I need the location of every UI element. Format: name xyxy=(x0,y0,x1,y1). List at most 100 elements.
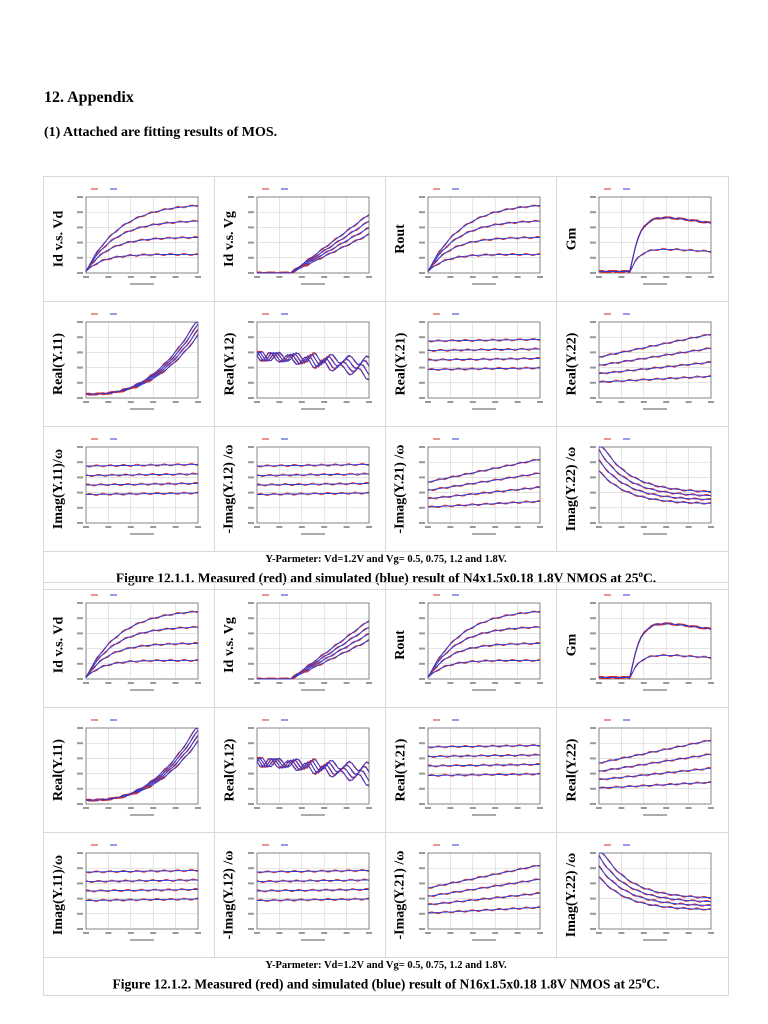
series-simulated xyxy=(428,358,540,361)
series-simulated xyxy=(598,449,711,496)
tick-label xyxy=(248,272,254,274)
tick-label xyxy=(276,526,283,528)
plot-cell: Imag(Y.11)/ω xyxy=(44,833,215,958)
tick-label xyxy=(419,897,425,900)
tick-label xyxy=(419,446,425,448)
series-measured xyxy=(256,869,370,874)
plot-grid: Id v.s. Vd Id v.s. Vg Rout Gm Real(Y.11) Real… xyxy=(44,177,728,552)
plot-svg xyxy=(77,594,201,691)
tick-label xyxy=(343,932,350,934)
series-simulated xyxy=(598,767,712,781)
tick-label xyxy=(248,678,254,680)
plot-frame xyxy=(256,727,370,805)
plot-cell: Gm xyxy=(557,177,728,302)
tick-label xyxy=(447,401,454,403)
tick-label xyxy=(276,932,283,934)
series-simulated xyxy=(257,879,369,882)
tick-label xyxy=(708,276,714,278)
tick-label xyxy=(419,256,425,259)
plot-label-text: Imag(Y.11)/ω xyxy=(51,448,66,530)
series-simulated xyxy=(257,473,369,476)
axis-label xyxy=(472,689,496,691)
tick-label xyxy=(590,602,596,604)
series-simulated xyxy=(427,205,541,272)
tick-label xyxy=(127,807,134,809)
tick-label xyxy=(321,526,328,528)
tick-label xyxy=(590,867,596,870)
axis-label xyxy=(130,283,154,285)
tick-label xyxy=(105,932,112,934)
figure-params: Y-Parmeter: Vd=1.2V and Vg= 0.5, 0.75, 1… xyxy=(265,554,507,565)
plot-label: Rout xyxy=(390,583,412,707)
tick-label xyxy=(150,807,157,809)
plot-cell: Id v.s. Vg xyxy=(215,583,386,708)
plot-label: -Imag(Y.12) /ω xyxy=(219,833,241,957)
tick-label xyxy=(419,272,425,274)
tick-label xyxy=(514,807,521,809)
plot-svg xyxy=(590,844,714,941)
series-simulated xyxy=(599,248,712,272)
tick-label xyxy=(596,807,602,809)
plot-svg xyxy=(248,438,372,535)
tick-label xyxy=(640,807,647,809)
plot-label: Imag(Y.11)/ω xyxy=(48,833,70,957)
plot-label-text: Real(Y.11) xyxy=(51,332,66,396)
tick-label xyxy=(150,932,157,934)
series-simulated xyxy=(86,464,198,467)
tick-label xyxy=(248,476,254,479)
series-measured xyxy=(427,338,541,343)
axis-label xyxy=(301,533,325,535)
tick-label xyxy=(590,366,596,369)
tick-label xyxy=(77,211,83,214)
tick-label xyxy=(419,476,425,479)
series-simulated xyxy=(427,472,541,491)
tick-label xyxy=(590,226,596,229)
tick-label xyxy=(640,401,647,403)
tick-label xyxy=(127,526,134,528)
tick-label xyxy=(640,276,647,278)
tick-label xyxy=(172,932,179,934)
tick-label xyxy=(248,211,254,214)
plot-label-text: Real(Y.21) xyxy=(393,332,408,396)
tick-label xyxy=(419,912,425,915)
tick-label xyxy=(537,276,543,278)
series-simulated xyxy=(428,348,540,351)
plot-svg xyxy=(590,313,714,410)
tick-label xyxy=(172,682,179,684)
tick-label xyxy=(77,506,83,509)
tick-label xyxy=(419,787,425,790)
plot-label-text: -Imag(Y.21) /ω xyxy=(393,444,409,534)
tick-label xyxy=(685,526,692,528)
tick-label xyxy=(77,366,83,369)
series-measured xyxy=(598,876,712,911)
tick-label xyxy=(248,226,254,229)
tick-label xyxy=(248,882,254,885)
plot-frame xyxy=(427,446,541,524)
tick-label xyxy=(366,526,372,528)
tick-label xyxy=(105,807,112,809)
plot-cell: Imag(Y.22) /ω xyxy=(557,427,728,552)
plot-cell: Rout xyxy=(386,177,557,302)
tick-label xyxy=(590,897,596,900)
series-simulated xyxy=(86,492,198,495)
tick-label xyxy=(447,807,454,809)
plot-svg xyxy=(248,594,372,691)
tick-label xyxy=(248,336,254,339)
plot-label-text: Id v.s. Vg xyxy=(222,211,237,267)
tick-label xyxy=(248,397,254,399)
plot-frame xyxy=(256,321,370,399)
tick-label xyxy=(343,807,350,809)
tick-label xyxy=(590,617,596,620)
tick-label xyxy=(248,852,254,854)
series-simulated xyxy=(85,643,198,678)
series-simulated xyxy=(598,347,712,366)
series-simulated xyxy=(257,214,370,274)
tick-label xyxy=(640,682,647,684)
series-simulated xyxy=(86,727,199,801)
tick-label xyxy=(172,276,179,278)
tick-label xyxy=(590,882,596,885)
tick-label xyxy=(105,526,112,528)
tick-label xyxy=(77,757,83,760)
series-simulated xyxy=(427,906,541,914)
plot-label: -Imag(Y.12) /ω xyxy=(219,427,241,551)
